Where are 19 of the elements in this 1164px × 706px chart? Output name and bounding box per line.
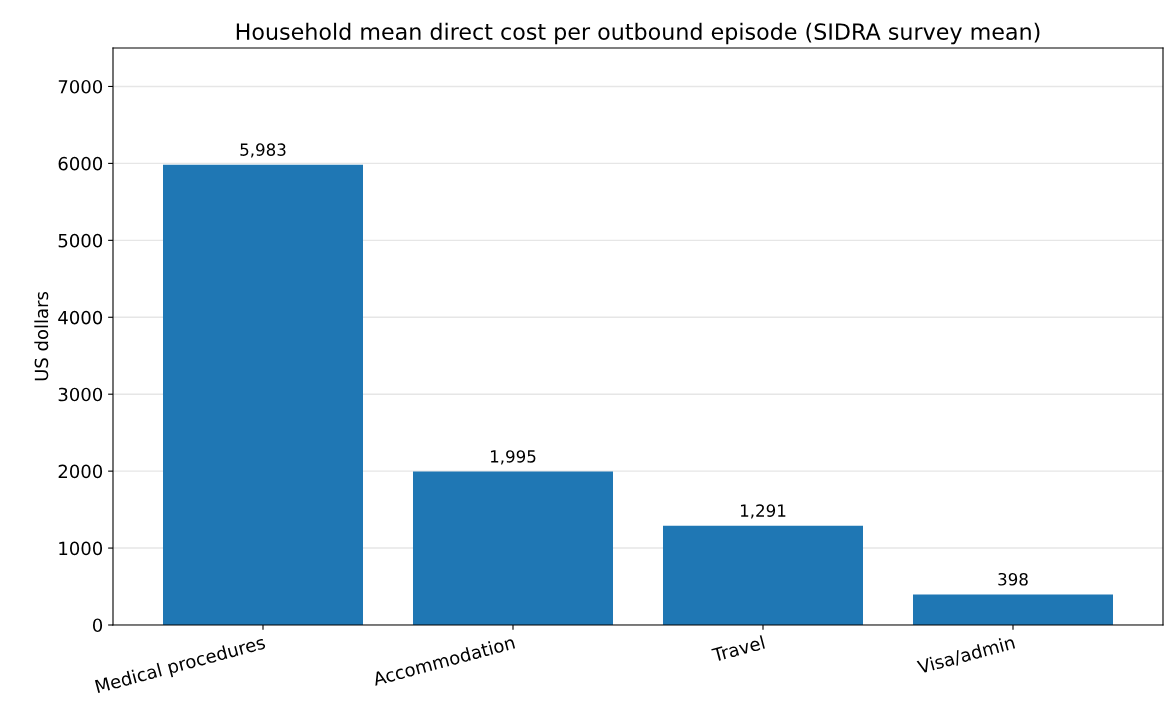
data-label: 398 xyxy=(998,572,1028,586)
bar xyxy=(413,471,613,625)
bar xyxy=(663,525,863,625)
y-tick-label: 5000 xyxy=(58,233,103,248)
bar xyxy=(163,164,363,625)
y-tick-label: 0 xyxy=(92,618,103,633)
y-tick-label: 6000 xyxy=(58,156,103,171)
y-tick-label: 4000 xyxy=(58,310,103,325)
y-tick-label: 7000 xyxy=(58,79,103,94)
bar xyxy=(913,594,1113,625)
x-tick-label: Travel xyxy=(711,635,765,663)
y-axis-title: US dollars xyxy=(34,291,49,381)
data-label: 1,995 xyxy=(490,450,536,465)
data-label: 1,291 xyxy=(740,504,786,519)
data-label: 5,983 xyxy=(240,143,286,158)
y-tick-label: 3000 xyxy=(58,387,103,402)
y-tick-label: 1000 xyxy=(59,541,103,556)
chart-title: Household mean direct cost per outbound episode (SIDRA survey mean) xyxy=(236,22,1040,45)
y-tick-label: 2000 xyxy=(58,464,103,479)
